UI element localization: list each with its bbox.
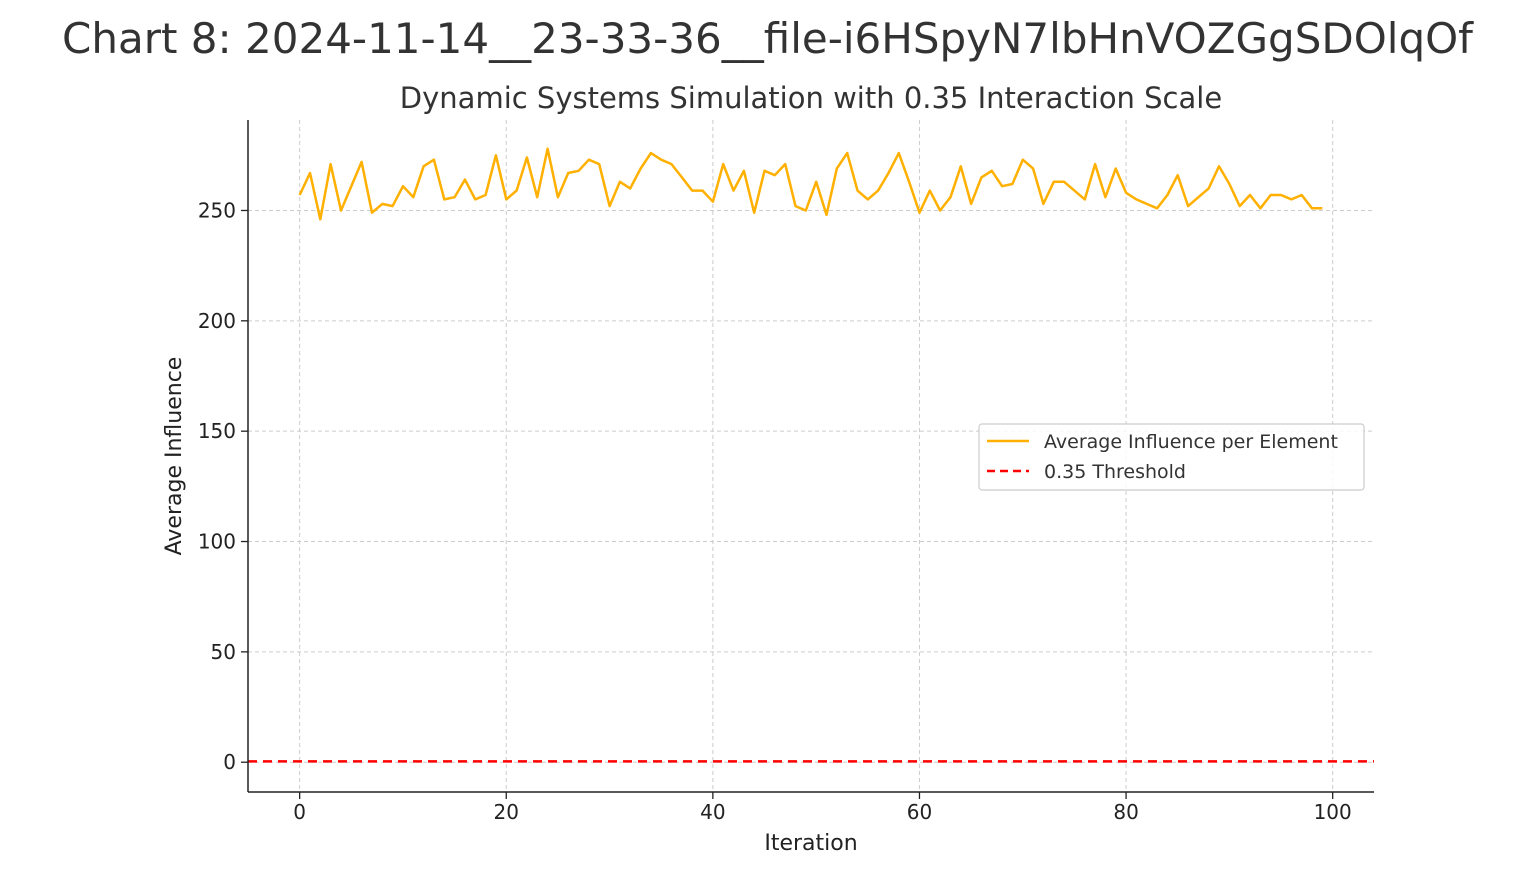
legend-label-0: Average Influence per Element: [1044, 431, 1338, 453]
y-tick-label: 250: [198, 198, 236, 222]
x-tick-label: 20: [494, 800, 519, 824]
y-tick-label: 0: [223, 750, 236, 774]
page-title: Chart 8: 2024-11-14__23-33-36__file-i6HS…: [62, 14, 1473, 63]
ticks-layer: 0 20 40 60 80 100 0 50 100 150 200 250: [198, 198, 1352, 824]
y-axis-label: Average Influence: [162, 357, 187, 556]
y-tick-label: 150: [198, 419, 236, 443]
legend-box: [978, 423, 1365, 491]
x-tick-label: 80: [1113, 800, 1138, 824]
chart-title: Dynamic Systems Simulation with 0.35 Int…: [400, 81, 1222, 115]
x-axis-label: Iteration: [764, 831, 857, 856]
series-line-0: [298, 147, 1323, 221]
axes-layer: [247, 120, 1374, 793]
x-tick-label: 40: [700, 800, 725, 824]
grid-layer: [248, 120, 1374, 792]
series-layer: [248, 147, 1374, 763]
legend-label-1: 0.35 Threshold: [1044, 461, 1186, 483]
y-tick-label: 100: [198, 530, 236, 554]
y-tick-label: 200: [198, 309, 236, 333]
legend: Average Influence per Element 0.35 Thresh…: [978, 423, 1365, 491]
x-tick-label: 60: [907, 800, 932, 824]
y-tick-label: 50: [211, 640, 236, 664]
x-tick-label: 100: [1314, 800, 1352, 824]
x-tick-label: 0: [293, 800, 306, 824]
